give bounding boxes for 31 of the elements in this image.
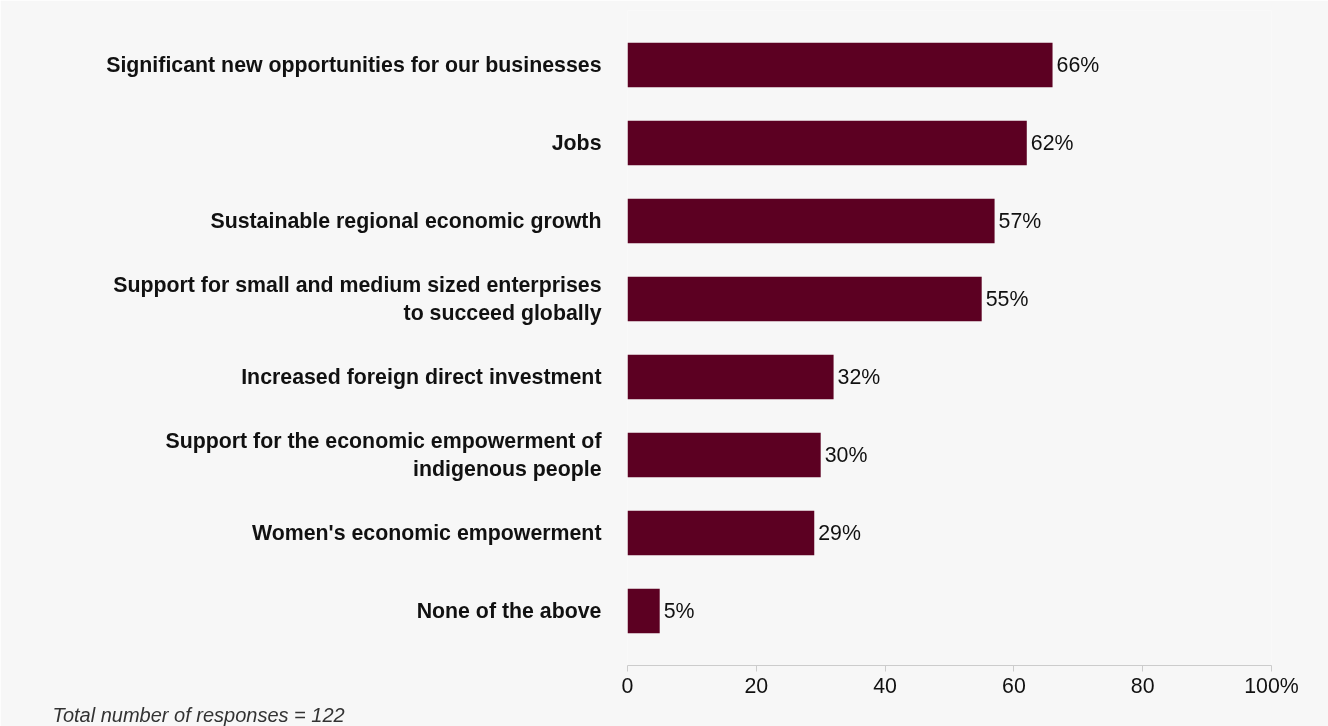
data-label: 62% (1030, 131, 1074, 156)
x-tick-label: 20 (744, 673, 769, 698)
x-tick-label: 80 (1130, 673, 1155, 698)
data-label: 30% (824, 442, 868, 467)
x-tick-label: 60 (1002, 673, 1026, 698)
y-tick-label: Sustainable regional economic growth (210, 209, 602, 234)
bar (627, 276, 982, 322)
data-label: 57% (998, 209, 1042, 234)
bar (627, 432, 821, 478)
bar (627, 42, 1053, 88)
y-tick-label: None of the above (416, 598, 602, 623)
data-label: 5% (663, 598, 695, 623)
x-tick-label: 100% (1244, 673, 1299, 698)
x-tick-label: 40 (873, 673, 898, 698)
data-label: 32% (837, 364, 881, 389)
bar (627, 120, 1027, 166)
bar (627, 588, 660, 634)
y-tick-label: Support for the economic empowerment of indigenous people (165, 428, 603, 482)
data-label: 55% (985, 287, 1029, 312)
data-label: 29% (818, 520, 861, 545)
y-tick-label: Jobs (551, 131, 602, 156)
y-tick-label: Increased foreign direct investment (241, 364, 602, 389)
bar (627, 354, 834, 400)
text: Total number of responses = 122 (52, 703, 345, 726)
y-tick-label: Support for small and medium sized enterprises to succeed globally (113, 272, 602, 326)
bar (627, 198, 995, 244)
bar (627, 510, 815, 556)
data-label: 66% (1056, 53, 1100, 78)
x-tick-label: 0 (621, 673, 634, 698)
y-tick-label: Women's economic empowerment (251, 520, 602, 545)
y-tick-label: Significant new opportunities for our businesses (106, 53, 602, 78)
